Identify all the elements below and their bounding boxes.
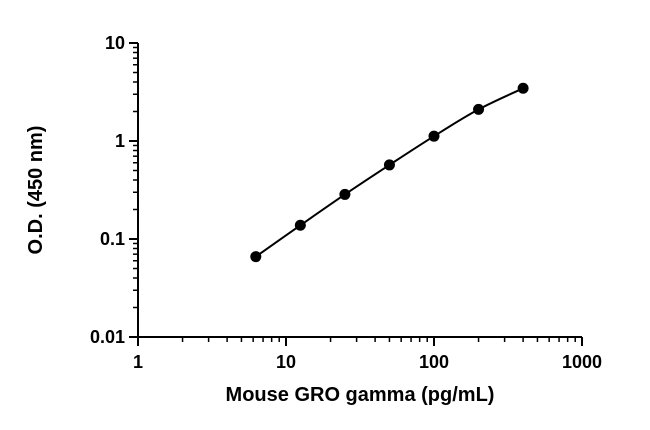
y-tick-label: 0.01 — [90, 327, 125, 347]
data-points — [250, 82, 529, 263]
data-point — [250, 251, 262, 263]
axes — [137, 43, 582, 338]
data-point — [339, 188, 351, 200]
y-tick-label: 1 — [115, 131, 125, 151]
x-tick-label: 1 — [133, 352, 143, 372]
x-tick-label: 100 — [419, 352, 449, 372]
data-point — [428, 130, 440, 142]
data-point — [517, 82, 529, 94]
y-axis-title: O.D. (450 nm) — [25, 126, 47, 255]
y-axis-ticks: 0.01 0.1 1 10 — [90, 33, 138, 347]
data-point — [383, 159, 395, 171]
data-point — [473, 103, 485, 115]
y-tick-label: 0.1 — [100, 229, 125, 249]
data-point — [294, 219, 306, 231]
x-axis-ticks: 1 10 100 1000 — [133, 337, 602, 372]
x-tick-label: 1000 — [562, 352, 602, 372]
y-tick-label: 10 — [105, 33, 125, 53]
fit-curve — [255, 87, 524, 258]
x-axis-title: Mouse GRO gamma (pg/mL) — [226, 384, 495, 406]
x-tick-label: 10 — [276, 352, 296, 372]
